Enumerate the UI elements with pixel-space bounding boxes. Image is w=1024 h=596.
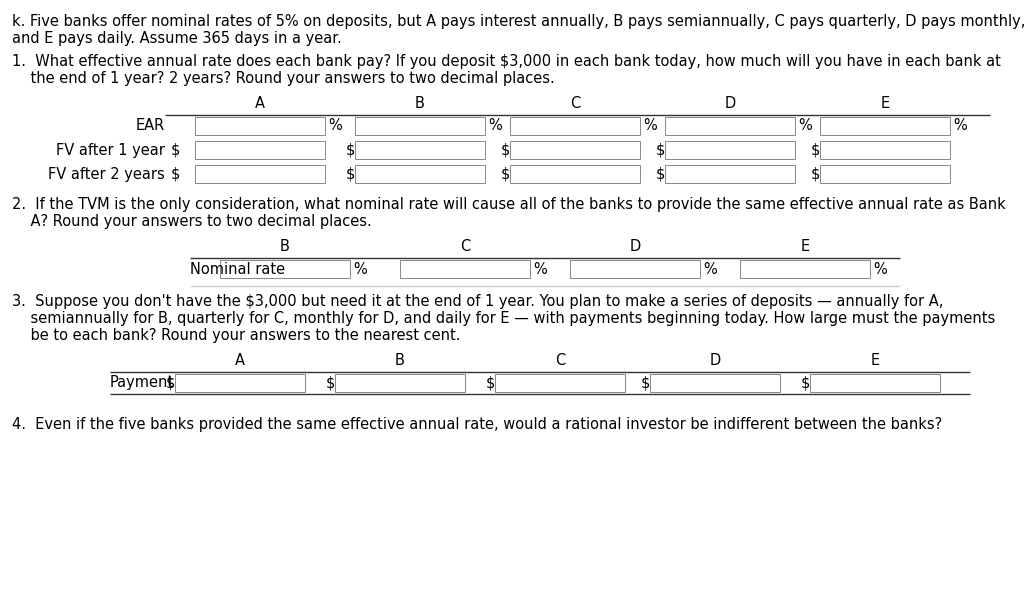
Text: Nominal rate: Nominal rate	[190, 262, 285, 277]
FancyBboxPatch shape	[510, 117, 640, 135]
FancyBboxPatch shape	[495, 374, 625, 392]
Text: $: $	[166, 375, 175, 390]
FancyBboxPatch shape	[335, 374, 465, 392]
Text: $: $	[801, 375, 810, 390]
Text: E: E	[870, 353, 880, 368]
Text: 2.  If the TVM is the only consideration, what nominal rate will cause all of th: 2. If the TVM is the only consideration,…	[12, 197, 1006, 212]
Text: $: $	[811, 142, 820, 157]
Text: $: $	[171, 142, 180, 157]
Text: EAR: EAR	[136, 119, 165, 134]
Text: %: %	[873, 262, 887, 277]
Text: B: B	[280, 239, 290, 254]
FancyBboxPatch shape	[740, 260, 870, 278]
Text: %: %	[488, 119, 502, 134]
Text: %: %	[328, 119, 342, 134]
FancyBboxPatch shape	[820, 141, 950, 159]
FancyBboxPatch shape	[665, 141, 795, 159]
Text: 4.  Even if the five banks provided the same effective annual rate, would a rati: 4. Even if the five banks provided the s…	[12, 417, 942, 432]
Text: %: %	[953, 119, 967, 134]
Text: $: $	[656, 166, 666, 182]
Text: A: A	[255, 96, 265, 111]
FancyBboxPatch shape	[355, 117, 485, 135]
FancyBboxPatch shape	[820, 165, 950, 183]
Text: C: C	[555, 353, 565, 368]
Text: D: D	[710, 353, 721, 368]
Text: $: $	[346, 166, 355, 182]
Text: $: $	[656, 142, 666, 157]
FancyBboxPatch shape	[400, 260, 530, 278]
Text: be to each bank? Round your answers to the nearest cent.: be to each bank? Round your answers to t…	[12, 328, 461, 343]
Text: $: $	[641, 375, 650, 390]
Text: semiannually for B, quarterly for C, monthly for D, and daily for E — with payme: semiannually for B, quarterly for C, mon…	[12, 311, 995, 326]
Text: %: %	[798, 119, 812, 134]
Text: $: $	[346, 142, 355, 157]
Text: D: D	[630, 239, 641, 254]
FancyBboxPatch shape	[650, 374, 780, 392]
FancyBboxPatch shape	[510, 141, 640, 159]
FancyBboxPatch shape	[220, 260, 350, 278]
Text: A? Round your answers to two decimal places.: A? Round your answers to two decimal pla…	[12, 214, 372, 229]
Text: $: $	[501, 142, 510, 157]
FancyBboxPatch shape	[195, 141, 325, 159]
Text: E: E	[881, 96, 890, 111]
FancyBboxPatch shape	[665, 117, 795, 135]
Text: B: B	[395, 353, 404, 368]
FancyBboxPatch shape	[355, 165, 485, 183]
FancyBboxPatch shape	[820, 117, 950, 135]
FancyBboxPatch shape	[175, 374, 305, 392]
Text: and E pays daily. Assume 365 days in a year.: and E pays daily. Assume 365 days in a y…	[12, 31, 342, 46]
Text: FV after 2 years: FV after 2 years	[48, 166, 165, 182]
Text: $: $	[171, 166, 180, 182]
Text: B: B	[415, 96, 425, 111]
Text: $: $	[486, 375, 496, 390]
Text: FV after 1 year: FV after 1 year	[56, 142, 165, 157]
Text: the end of 1 year? 2 years? Round your answers to two decimal places.: the end of 1 year? 2 years? Round your a…	[12, 71, 555, 86]
FancyBboxPatch shape	[570, 260, 700, 278]
Text: C: C	[460, 239, 470, 254]
Text: D: D	[724, 96, 735, 111]
Text: $: $	[326, 375, 336, 390]
Text: %: %	[353, 262, 367, 277]
Text: Payment: Payment	[110, 375, 174, 390]
Text: %: %	[703, 262, 717, 277]
Text: C: C	[570, 96, 581, 111]
Text: $: $	[501, 166, 510, 182]
FancyBboxPatch shape	[195, 117, 325, 135]
FancyBboxPatch shape	[510, 165, 640, 183]
FancyBboxPatch shape	[355, 141, 485, 159]
Text: 3.  Suppose you don't have the $3,000 but need it at the end of 1 year. You plan: 3. Suppose you don't have the $3,000 but…	[12, 294, 943, 309]
Text: k. Five banks offer nominal rates of 5% on deposits, but A pays interest annuall: k. Five banks offer nominal rates of 5% …	[12, 14, 1024, 29]
Text: 1.  What effective annual rate does each bank pay? If you deposit $3,000 in each: 1. What effective annual rate does each …	[12, 54, 1000, 69]
FancyBboxPatch shape	[810, 374, 940, 392]
Text: $: $	[811, 166, 820, 182]
FancyBboxPatch shape	[195, 165, 325, 183]
Text: %: %	[534, 262, 547, 277]
Text: A: A	[234, 353, 245, 368]
FancyBboxPatch shape	[665, 165, 795, 183]
Text: E: E	[801, 239, 810, 254]
Text: %: %	[643, 119, 656, 134]
